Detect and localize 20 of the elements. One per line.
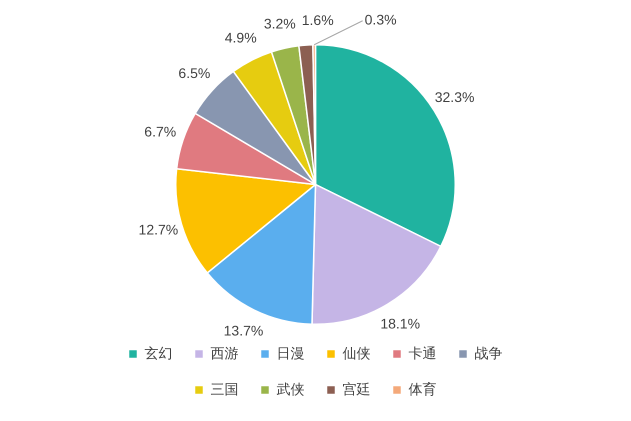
data-label: 1.6% [302,12,334,28]
data-label: 13.7% [224,322,264,338]
data-label: 12.7% [138,222,178,238]
data-label: 4.9% [224,30,257,46]
legend-label: 仙侠 [342,344,370,361]
legend-label: 体育 [408,380,436,397]
data-label: 3.2% [264,16,296,32]
legend-label: 战争 [474,344,502,361]
data-label: 6.7% [144,123,176,140]
legend-label: 武侠 [276,380,304,397]
legend-label: 三国 [210,380,238,397]
data-label: 0.3% [364,12,397,28]
data-label: 6.5% [178,65,210,82]
legend-label: 宫廷 [342,380,370,397]
legend-label: 西游 [210,344,238,361]
data-label: 32.3% [434,88,474,105]
legend-label: 日漫 [276,344,304,361]
legend-label: 卡通 [408,344,436,361]
legend-label: 玄幻 [144,344,172,361]
data-label: 18.1% [380,316,420,332]
